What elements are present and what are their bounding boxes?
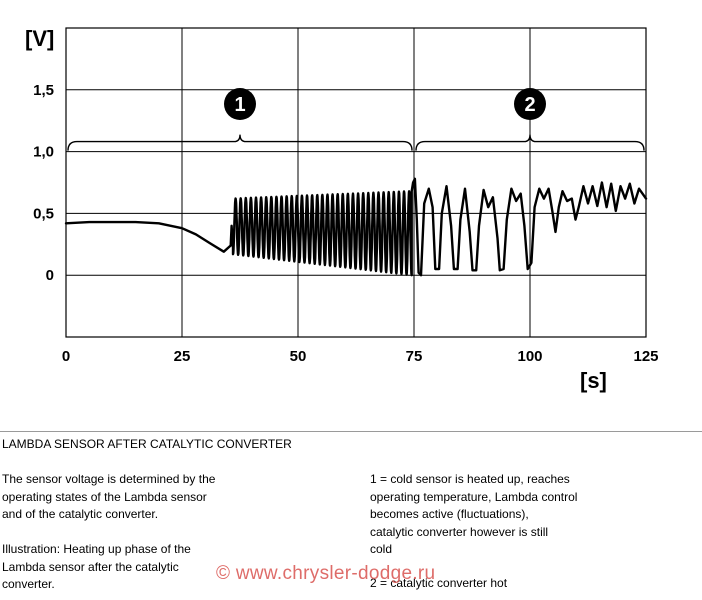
x-tick-label: 50 xyxy=(290,348,307,365)
series-layer xyxy=(64,177,648,277)
phase-marker-label-1: 1 xyxy=(234,94,245,116)
description-left-para-2: Illustration: Heating up phase of the La… xyxy=(2,542,191,591)
x-axis-unit-label: [s] xyxy=(580,368,607,393)
description-right-para-2: 2 = catalytic converter hot xyxy=(370,576,508,590)
phase-marker-circle-1 xyxy=(224,88,256,120)
phase-brace-2 xyxy=(415,134,645,151)
x-tick-label: 25 xyxy=(174,348,191,365)
lambda-voltage-series-line xyxy=(64,177,648,277)
plot-frame xyxy=(65,27,647,338)
phase-marker-circle-2 xyxy=(514,88,546,120)
x-tick-label: 125 xyxy=(633,348,658,365)
x-tick-label: 75 xyxy=(406,348,423,365)
axis-tick-labels: 0 25 50 75 100 125 0 0,5 1,0 1,5 [V] [s] xyxy=(25,26,659,393)
x-tick-label: 100 xyxy=(517,348,542,365)
y-axis-unit-label: [V] xyxy=(25,26,54,51)
y-tick-label: 1,0 xyxy=(33,144,54,161)
description-right-para-1: 1 = cold sensor is heated up, reaches op… xyxy=(370,472,578,556)
description-heading: LAMBDA SENSOR AFTER CATALYTIC CONVERTER xyxy=(2,437,292,451)
y-tick-label: 0,5 xyxy=(33,205,54,222)
y-tick-label: 0 xyxy=(46,267,54,284)
y-tick-label: 1,5 xyxy=(33,82,54,99)
section-divider xyxy=(0,431,702,432)
watermark-text: © www.chrysler-dodge.ru xyxy=(216,563,436,584)
description-left-para-1: The sensor voltage is determined by the … xyxy=(2,472,216,521)
x-tick-label: 0 xyxy=(62,348,70,365)
phase-brace-1 xyxy=(67,134,413,151)
chart-grid xyxy=(65,27,647,338)
phase-marker-label-2: 2 xyxy=(524,94,535,116)
